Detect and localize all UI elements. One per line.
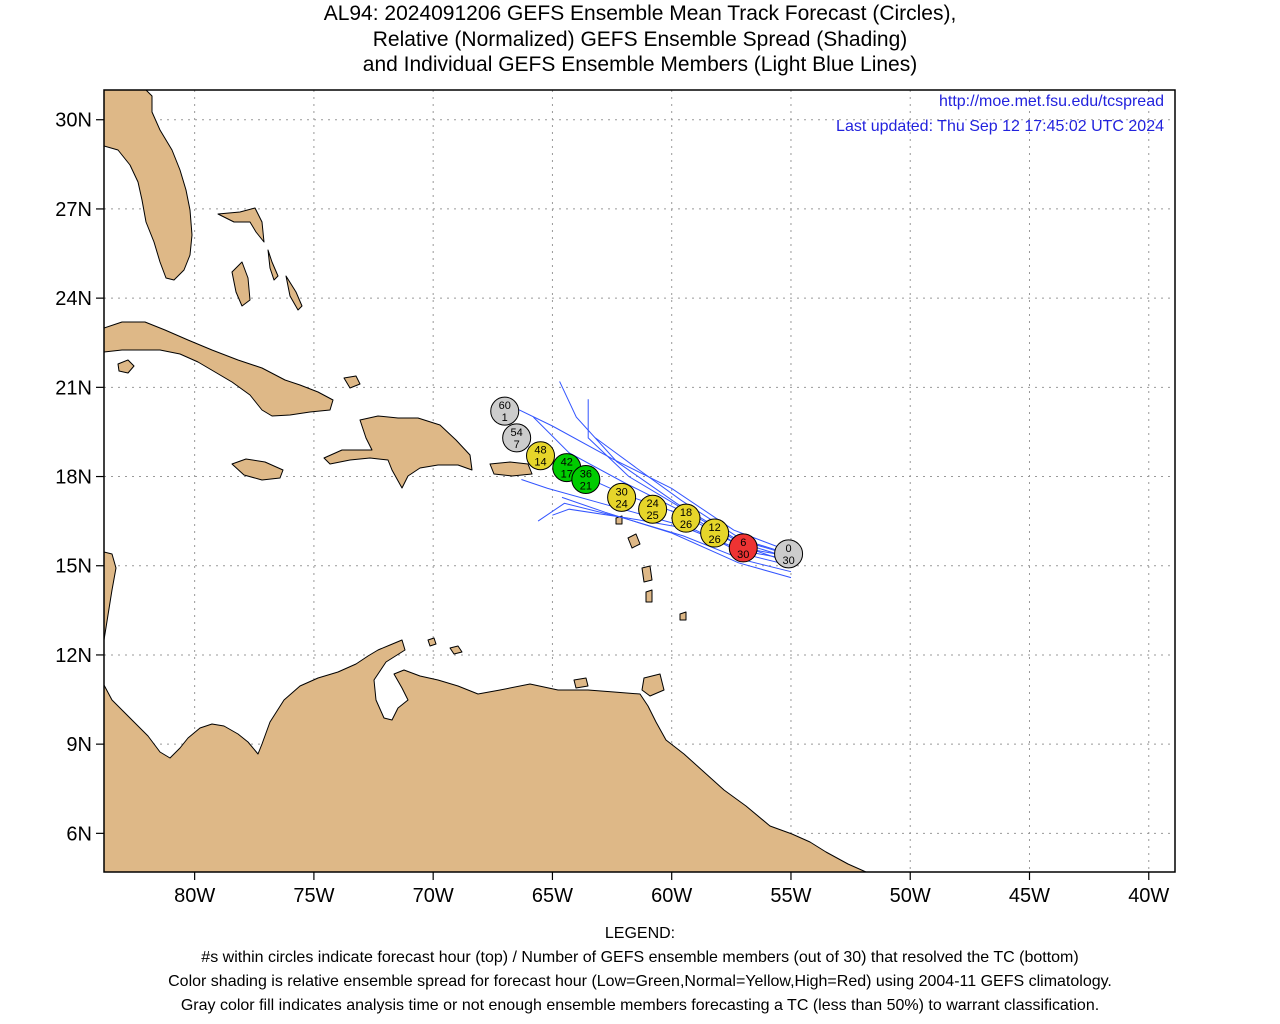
track-members-label: 1 xyxy=(502,412,508,424)
map-frame xyxy=(103,89,1176,873)
legend-line-3: Gray color fill indicates analysis time … xyxy=(180,997,1100,1014)
member-track-6 xyxy=(561,496,792,579)
tick-label-lon: 50W xyxy=(890,885,931,907)
track-hour-label: 30 xyxy=(615,486,627,498)
land-hispaniola xyxy=(323,415,473,489)
tick-label-lon: 80W xyxy=(174,885,215,907)
track-members-label: 21 xyxy=(580,481,592,493)
tick-label-lat: 9N xyxy=(66,734,92,756)
tick-label-lon: 55W xyxy=(770,885,811,907)
track-members-label: 14 xyxy=(534,457,546,469)
land-martinique xyxy=(641,565,653,583)
track-circle xyxy=(700,518,730,548)
land-florida xyxy=(104,90,193,281)
track-members-label: 26 xyxy=(680,519,692,531)
land-eleuthera xyxy=(267,249,279,281)
track-point-hour-6: 630 xyxy=(728,533,758,563)
track-hour-label: 36 xyxy=(580,469,592,481)
tick-label-lon: 65W xyxy=(532,885,573,907)
land-inagua xyxy=(343,375,361,389)
track-members-label: 26 xyxy=(709,534,721,546)
tick-label-lat: 21N xyxy=(55,377,92,399)
land-layer xyxy=(104,90,867,872)
track-circle xyxy=(638,494,668,524)
legend-line-1: #s within circles indicate forecast hour… xyxy=(201,949,1079,966)
track-hour-label: 12 xyxy=(709,522,721,534)
track-circle xyxy=(671,503,701,533)
legend-line-2: Color shading is relative ensemble sprea… xyxy=(168,973,1112,990)
land-trinidad xyxy=(641,673,665,697)
tick-label-lon: 45W xyxy=(1009,885,1050,907)
tick-label-lat: 27N xyxy=(55,199,92,221)
track-members-label: 24 xyxy=(615,498,627,510)
tick-label-lon: 40W xyxy=(1128,885,1169,907)
track-point-hour-60: 601 xyxy=(490,396,520,426)
track-hour-label: 54 xyxy=(511,427,523,439)
source-url[interactable]: http://moe.met.fsu.edu/tcspread xyxy=(938,93,1164,110)
land-bahamas-south xyxy=(285,275,303,311)
land-barbados xyxy=(679,611,687,621)
track-hour-label: 0 xyxy=(786,543,792,555)
tick-label-lat: 12N xyxy=(55,645,92,667)
tick-label-lat: 24N xyxy=(55,288,92,310)
land-guadeloupe xyxy=(627,533,641,549)
track-hour-label: 48 xyxy=(534,445,546,457)
land-abaco xyxy=(217,207,265,243)
track-members-label: 30 xyxy=(782,555,794,567)
title-line-1: AL94: 2024091206 GEFS Ensemble Mean Trac… xyxy=(323,2,957,25)
land-isla-juventud xyxy=(117,359,135,374)
land-south-america xyxy=(104,639,867,872)
tick-label-lon: 75W xyxy=(293,885,334,907)
track-circle xyxy=(490,396,520,426)
land-cuba xyxy=(104,321,334,417)
last-updated: Last updated: Thu Sep 12 17:45:02 UTC 20… xyxy=(836,118,1164,135)
track-circle xyxy=(607,482,637,512)
axis-ticks: 80W 75W 70W 65W 60W 55W 50W 45W 40W 6N 9N 12N 15N 18N… xyxy=(55,110,1169,907)
land-puerto-rico xyxy=(489,461,533,477)
title-line-3: and Individual GEFS Ensemble Members (Li… xyxy=(362,53,918,76)
track-members-label: 30 xyxy=(737,549,749,561)
title-line-2: Relative (Normalized) GEFS Ensemble Spre… xyxy=(372,28,908,51)
track-members-label: 25 xyxy=(646,510,658,522)
tick-label-lon: 60W xyxy=(651,885,692,907)
legend-heading: LEGEND: xyxy=(604,925,676,942)
track-circle xyxy=(502,423,532,453)
track-circle xyxy=(774,539,804,569)
tick-label-lat: 18N xyxy=(55,467,92,489)
track-circle xyxy=(526,441,556,471)
tick-label-lat: 30N xyxy=(55,110,92,132)
track-hour-label: 24 xyxy=(646,498,658,510)
track-members-label: 17 xyxy=(561,469,573,481)
track-hour-label: 60 xyxy=(499,400,511,412)
land-st-lucia xyxy=(645,589,653,603)
land-curacao xyxy=(449,645,463,655)
track-point-hour-54: 547 xyxy=(502,423,532,453)
track-hour-label: 18 xyxy=(680,507,692,519)
tick-label-lat: 15N xyxy=(55,556,92,578)
land-margarita xyxy=(573,677,589,689)
track-hour-label: 6 xyxy=(740,537,746,549)
land-jamaica xyxy=(231,458,284,481)
tick-label-lat: 6N xyxy=(66,823,92,845)
land-central-america xyxy=(104,551,117,641)
land-andros xyxy=(231,261,251,307)
track-members-label: 7 xyxy=(514,439,520,451)
track-point-hour-0: 030 xyxy=(774,539,804,569)
land-aruba xyxy=(427,637,437,647)
track-circle xyxy=(728,533,758,563)
track-circle xyxy=(571,465,601,495)
tick-label-lon: 70W xyxy=(413,885,454,907)
track-hour-label: 42 xyxy=(561,457,573,469)
